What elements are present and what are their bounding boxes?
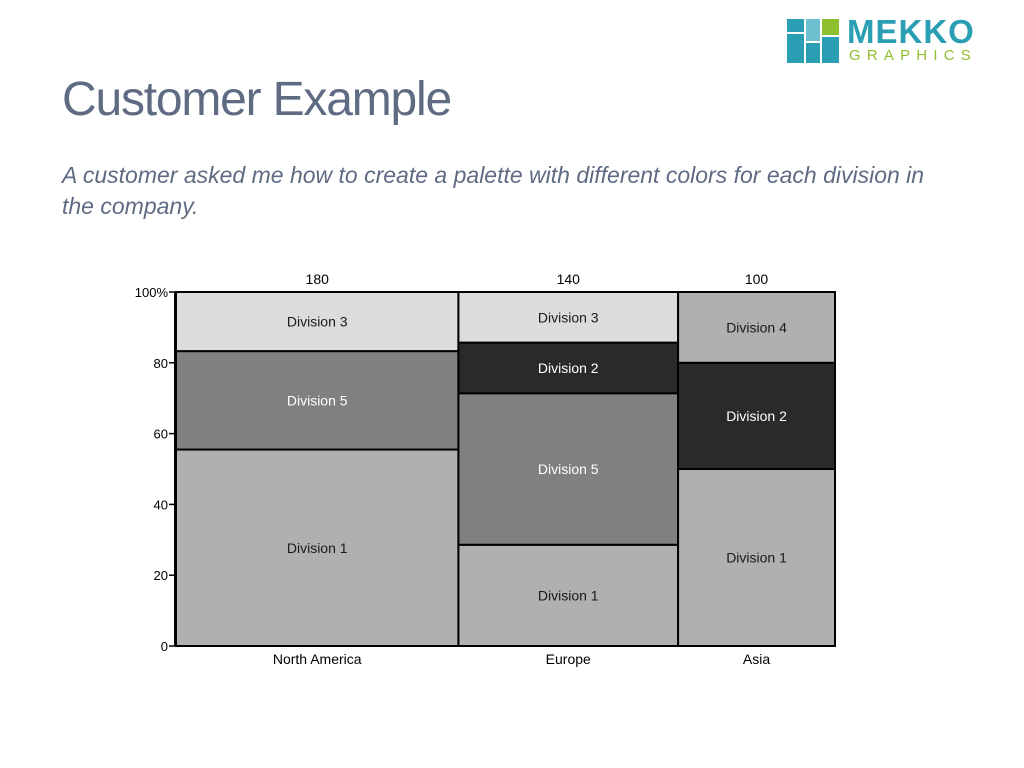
category-label: North America <box>273 651 362 667</box>
segment-2-0 <box>677 468 836 647</box>
segment-label: Division 5 <box>538 461 599 477</box>
category-label: Asia <box>743 651 770 667</box>
column-total-label: 180 <box>306 271 330 287</box>
segment-2-1 <box>677 361 836 470</box>
mekko-chart: Division 1 Division 5 Division 3 180 North A… <box>135 271 836 667</box>
column-total-label: 140 <box>557 271 581 287</box>
segment-2-2 <box>677 291 836 364</box>
mekko-logo-icon <box>787 19 839 63</box>
segment-1-3 <box>457 291 680 344</box>
segment-label: Division 1 <box>287 540 348 556</box>
segment-1-0 <box>457 543 680 648</box>
segment-label: Division 1 <box>726 550 787 566</box>
segment-0-2 <box>175 291 460 353</box>
segment-0-0 <box>175 448 460 647</box>
page-title: Customer Example <box>62 73 452 126</box>
segment-0-1 <box>175 350 460 451</box>
y-tick-label: 20 <box>154 568 168 583</box>
logo-wordmark: MEKKO <box>847 13 975 50</box>
segment-label: Division 3 <box>538 309 599 325</box>
column-total-label: 100 <box>745 271 769 287</box>
segment-label: Division 2 <box>726 408 787 424</box>
segment-label: Division 3 <box>287 314 348 330</box>
y-tick-label: 60 <box>154 427 168 442</box>
y-tick-label: 0 <box>161 639 168 654</box>
segment-label: Division 2 <box>538 360 599 376</box>
category-label: Europe <box>546 651 591 667</box>
mekko-graphics-logo: MEKKO GRAPHICS <box>787 15 1002 67</box>
segment-1-1 <box>457 392 680 546</box>
segment-label: Division 1 <box>538 587 599 603</box>
segment-label: Division 5 <box>287 392 348 408</box>
segment-label: Division 4 <box>726 319 787 335</box>
y-tick-label: 40 <box>154 497 168 512</box>
segment-1-2 <box>457 341 680 395</box>
y-tick-label: 80 <box>154 356 168 371</box>
y-tick-label: 100% <box>135 285 169 300</box>
page-subtitle: A customer asked me how to create a pale… <box>62 162 925 219</box>
logo-tagline: GRAPHICS <box>849 47 977 64</box>
